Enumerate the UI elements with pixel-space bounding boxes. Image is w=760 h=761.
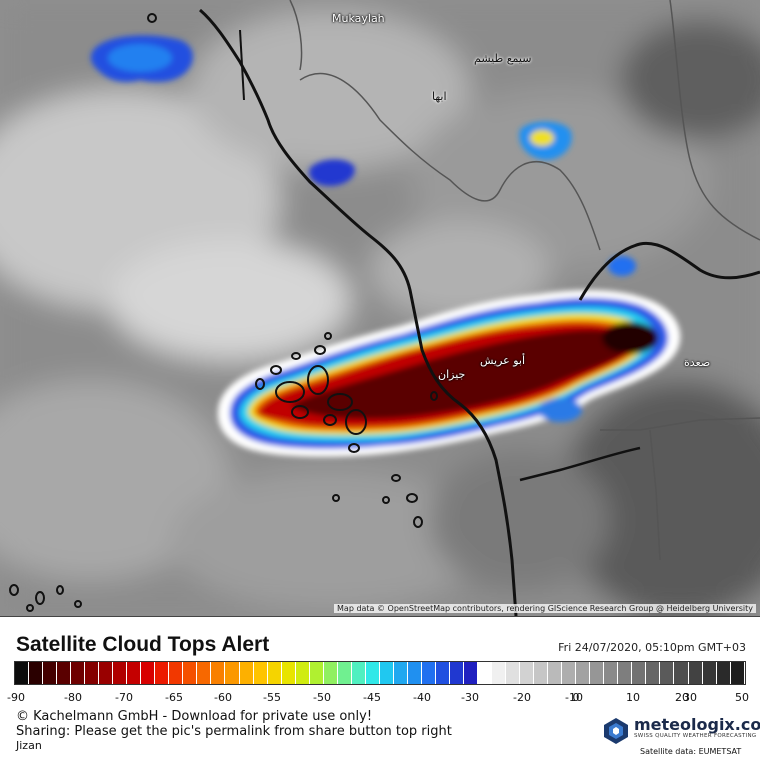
scale-swatch [449, 662, 464, 684]
scale-tick-label: -40 [413, 691, 431, 704]
meteologix-logo-icon [604, 718, 628, 744]
scale-tick-label: 10 [626, 691, 640, 704]
scale-tick-label: 20 [675, 691, 689, 704]
scale-swatch [421, 662, 436, 684]
scale-swatch [169, 662, 184, 684]
scale-swatch [281, 662, 296, 684]
scale-tick-label: -30 [461, 691, 479, 704]
scale-tick-label: 50 [735, 691, 749, 704]
scale-swatch [225, 662, 240, 684]
place-label: ابها [432, 90, 447, 103]
scale-swatch [379, 662, 394, 684]
scale-swatch [632, 662, 647, 684]
cloud-background [0, 0, 760, 616]
scale-tick-label: -10 [565, 691, 583, 704]
scale-swatch [365, 662, 380, 684]
legend-title: Satellite Cloud Tops Alert [16, 633, 270, 656]
brand-name[interactable]: meteologix.com [634, 715, 760, 734]
scale-swatch [716, 662, 731, 684]
scale-swatch [688, 662, 703, 684]
satellite-source: Satellite data: EUMETSAT [640, 747, 742, 756]
scale-swatch [155, 662, 170, 684]
scale-swatch [239, 662, 254, 684]
place-label: Mukaylah [332, 12, 385, 25]
map-attribution[interactable]: Map data © OpenStreetMap contributors, r… [334, 604, 756, 613]
copyright-text: © Kachelmann GmbH - Download for private… [16, 709, 373, 724]
scale-swatch [211, 662, 226, 684]
place-label: جيزان [438, 368, 466, 381]
scale-tick-label: -20 [513, 691, 531, 704]
scale-swatch [309, 662, 324, 684]
scale-swatch [478, 662, 493, 684]
scale-swatch [295, 662, 310, 684]
scale-tick-label: -55 [263, 691, 281, 704]
satellite-map: Mukaylah سيمع طيشم ابها أبو عريش جيزان ص… [0, 0, 760, 616]
scale-swatch [183, 662, 198, 684]
scale-swatch [506, 662, 521, 684]
scale-swatch [590, 662, 605, 684]
scale-swatch [534, 662, 549, 684]
scale-swatch [702, 662, 717, 684]
scale-swatch [15, 662, 30, 684]
map-canvas [0, 0, 760, 616]
scale-tick-label: -65 [165, 691, 183, 704]
scale-swatch [492, 662, 507, 684]
scale-tick-label: -45 [363, 691, 381, 704]
scale-swatch [29, 662, 44, 684]
scale-swatch [660, 662, 675, 684]
islands [9, 13, 438, 612]
storm-cells [90, 35, 681, 457]
timestamp: Fri 24/07/2020, 05:10pm GMT+03 [558, 641, 746, 654]
scale-swatch [141, 662, 156, 684]
scale-swatch [57, 662, 72, 684]
scale-swatch [562, 662, 577, 684]
scale-swatch [253, 662, 268, 684]
scale-swatch [548, 662, 563, 684]
scale-swatch [351, 662, 366, 684]
scale-tick-label: -70 [115, 691, 133, 704]
scale-swatch [618, 662, 633, 684]
scale-swatch [127, 662, 142, 684]
place-label: سيمع طيشم [474, 52, 532, 65]
scale-swatch [99, 662, 114, 684]
scale-swatch [323, 662, 338, 684]
scale-swatch [113, 662, 128, 684]
place-label: صعدة [684, 356, 711, 369]
scale-swatch [337, 662, 352, 684]
scale-swatch [267, 662, 282, 684]
borders [199, 0, 760, 616]
scale-swatch [71, 662, 86, 684]
scale-tick-label: 0 [572, 691, 580, 704]
scale-tick-label: -50 [313, 691, 331, 704]
legend-panel: Satellite Cloud Tops Alert Fri 24/07/202… [0, 616, 760, 761]
scale-swatch [43, 662, 58, 684]
scale-swatch [576, 662, 591, 684]
scale-swatch [197, 662, 212, 684]
scale-swatch [604, 662, 619, 684]
scale-swatch [435, 662, 450, 684]
scale-swatch [646, 662, 661, 684]
scale-swatch [393, 662, 408, 684]
scale-tick-label: 30 [683, 691, 697, 704]
scale-swatch [407, 662, 422, 684]
scale-swatch [674, 662, 689, 684]
brand-tagline: SWISS QUALITY WEATHER FORECASTING [634, 733, 757, 739]
scale-swatch [730, 662, 745, 684]
color-scale [14, 661, 746, 685]
sharing-text: Sharing: Please get the pic's permalink … [16, 724, 452, 739]
location-label: Jizan [16, 739, 42, 752]
scale-swatch [464, 662, 479, 684]
scale-swatch [520, 662, 535, 684]
scale-tick-label: -90 [7, 691, 25, 704]
scale-tick-label: -80 [64, 691, 82, 704]
place-label: أبو عريش [480, 354, 526, 367]
scale-ticks: -90 -80 -70 -65 -60 -55 -50 -45 -40 -30 -20 -10 0 10 2… [7, 691, 749, 705]
scale-swatch [85, 662, 100, 684]
scale-tick-label: -60 [214, 691, 232, 704]
